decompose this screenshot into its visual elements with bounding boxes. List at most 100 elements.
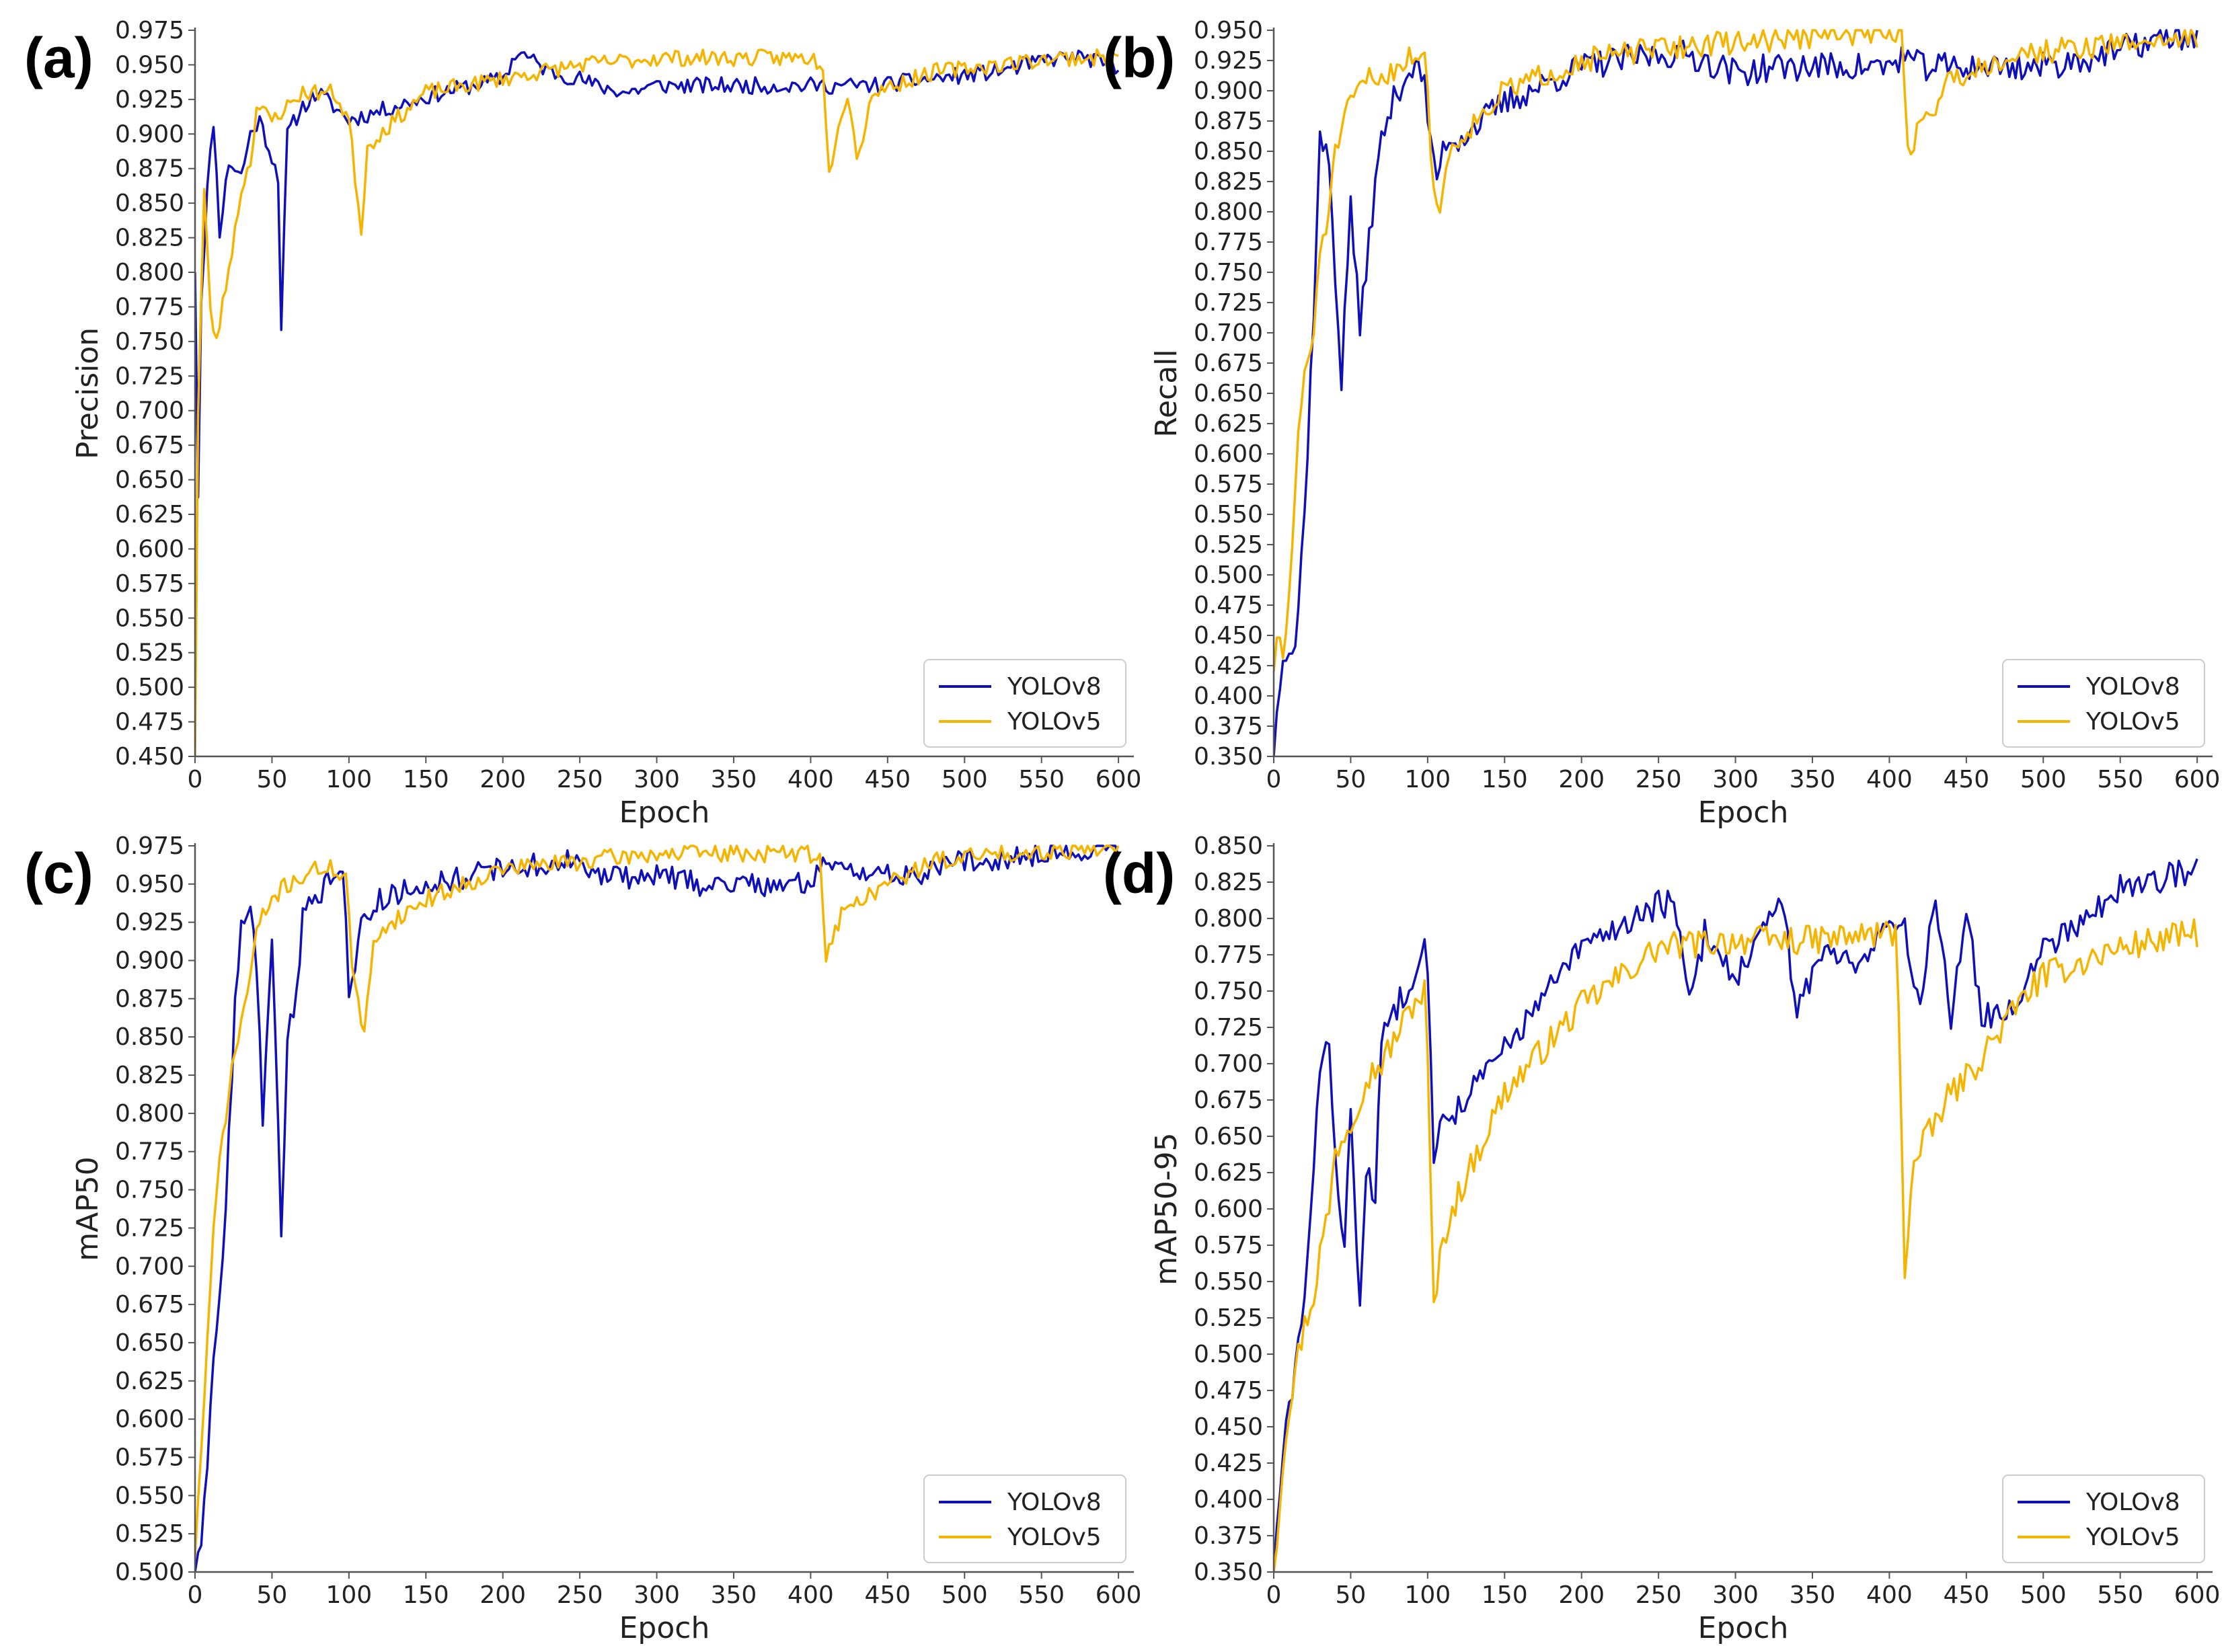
x-tick-label: 300: [1712, 1581, 1759, 1609]
y-tick-label: 0.825: [115, 1062, 184, 1089]
y-tick-label: 0.775: [1194, 229, 1263, 256]
y-tick-label: 0.825: [1194, 168, 1263, 196]
y-tick-label: 0.575: [1194, 471, 1263, 498]
legend-label-yolov8: YOLOv8: [1007, 1489, 1102, 1516]
legend-label-yolov5: YOLOv5: [1007, 1524, 1102, 1551]
y-tick-label: 0.875: [1194, 108, 1263, 135]
y-tick-label: 0.675: [1194, 350, 1263, 377]
y-tick-label: 0.500: [1194, 1341, 1263, 1368]
y-axis-label: Precision: [71, 327, 105, 459]
y-tick-label: 0.925: [115, 909, 184, 937]
y-tick-label: 0.575: [1194, 1232, 1263, 1259]
x-tick-label: 250: [1636, 1581, 1682, 1609]
y-tick-label: 0.800: [1194, 198, 1263, 226]
y-tick-label: 0.750: [1194, 978, 1263, 1005]
y-tick-label: 0.925: [115, 86, 184, 114]
y-axis-label: mAP50: [71, 1156, 105, 1261]
x-tick-label: 250: [1636, 766, 1682, 793]
y-tick-label: 0.700: [1194, 319, 1263, 347]
legend-box: [2002, 1474, 2205, 1563]
x-tick-label: 450: [864, 766, 911, 793]
legend-label-yolov5: YOLOv5: [2085, 708, 2180, 736]
x-axis-label: Epoch: [619, 795, 710, 830]
y-tick-label: 0.525: [115, 1520, 184, 1548]
x-tick-label: 450: [1943, 766, 1989, 793]
y-tick-label: 0.375: [1194, 1522, 1263, 1550]
x-tick-label: 400: [1866, 766, 1913, 793]
y-tick-label: 0.475: [1194, 592, 1263, 619]
y-tick-label: 0.725: [1194, 1014, 1263, 1041]
y-tick-label: 0.675: [115, 1291, 184, 1319]
x-tick-label: 250: [557, 1581, 603, 1609]
x-tick-label: 0: [188, 1581, 203, 1609]
y-tick-label: 0.925: [1194, 47, 1263, 75]
x-tick-label: 150: [403, 1581, 449, 1609]
y-tick-label: 0.800: [115, 259, 184, 286]
x-tick-label: 200: [1558, 766, 1605, 793]
y-tick-label: 0.550: [1194, 1268, 1263, 1296]
x-tick-label: 100: [325, 1581, 372, 1609]
x-tick-label: 150: [403, 766, 449, 793]
x-tick-label: 400: [788, 766, 834, 793]
y-tick-label: 0.550: [1194, 501, 1263, 528]
y-tick-label: 0.850: [115, 190, 184, 217]
y-tick-label: 0.475: [1194, 1377, 1263, 1405]
series-line-yolov8: [195, 49, 1120, 499]
x-tick-label: 100: [1404, 766, 1451, 793]
y-tick-label: 0.625: [115, 501, 184, 528]
y-tick-label: 0.650: [115, 1329, 184, 1357]
x-tick-label: 150: [1482, 1581, 1528, 1609]
series-line-yolov5: [195, 844, 1120, 1557]
x-tick-label: 550: [2097, 766, 2143, 793]
y-tick-label: 0.650: [1194, 1123, 1263, 1150]
panel-label: (b): [1103, 26, 1175, 89]
y-tick-label: 0.600: [115, 1406, 184, 1433]
y-tick-label: 0.800: [115, 1100, 184, 1128]
x-tick-label: 550: [1018, 766, 1065, 793]
series-line-yolov5: [1274, 918, 2198, 1572]
y-axis-label: mAP50-95: [1149, 1132, 1184, 1285]
x-tick-label: 500: [2020, 766, 2067, 793]
y-tick-label: 0.800: [1194, 905, 1263, 933]
x-tick-label: 300: [1712, 766, 1759, 793]
x-tick-label: 100: [325, 766, 372, 793]
y-tick-label: 0.750: [115, 1177, 184, 1204]
legend: YOLOv8 YOLOv5: [2002, 1474, 2205, 1563]
legend: YOLOv8 YOLOv5: [2002, 659, 2205, 748]
y-tick-label: 0.525: [115, 639, 184, 667]
y-tick-label: 0.550: [115, 604, 184, 632]
legend-label-yolov8: YOLOv8: [2085, 1489, 2180, 1516]
x-tick-label: 350: [1790, 766, 1836, 793]
y-tick-label: 0.950: [115, 51, 184, 79]
y-tick-label: 0.500: [115, 1559, 184, 1586]
y-tick-label: 0.575: [115, 570, 184, 598]
y-tick-label: 0.600: [115, 535, 184, 563]
x-tick-label: 200: [1558, 1581, 1605, 1609]
x-tick-label: 500: [942, 1581, 988, 1609]
y-tick-label: 0.575: [115, 1444, 184, 1471]
y-tick-label: 0.500: [115, 674, 184, 701]
series-line-yolov8: [1274, 858, 2198, 1572]
y-tick-label: 0.700: [115, 397, 184, 425]
y-tick-label: 0.700: [1194, 1050, 1263, 1078]
y-tick-label: 0.425: [1194, 1450, 1263, 1477]
x-tick-label: 0: [1266, 766, 1282, 793]
y-tick-label: 0.850: [115, 1023, 184, 1051]
legend: YOLOv8 YOLOv5: [923, 1474, 1126, 1563]
panel-label: (c): [24, 842, 93, 905]
y-tick-label: 0.725: [1194, 289, 1263, 317]
chart-panel-2: (c) 0.500 0.525 0.550 0.575 0.600 0.625 0.650 0.…: [24, 832, 1141, 1645]
x-tick-label: 300: [634, 766, 680, 793]
x-tick-label: 250: [557, 766, 603, 793]
x-tick-label: 0: [1266, 1581, 1282, 1609]
x-tick-label: 400: [1866, 1581, 1913, 1609]
y-tick-label: 0.750: [1194, 259, 1263, 286]
y-tick-label: 0.400: [1194, 1486, 1263, 1513]
y-tick-label: 0.975: [115, 832, 184, 860]
x-axis-label: Epoch: [1698, 795, 1789, 830]
y-tick-label: 0.375: [1194, 713, 1263, 740]
y-tick-label: 0.750: [115, 328, 184, 356]
series-line-yolov5: [1274, 29, 2198, 672]
x-tick-label: 350: [1790, 1581, 1836, 1609]
